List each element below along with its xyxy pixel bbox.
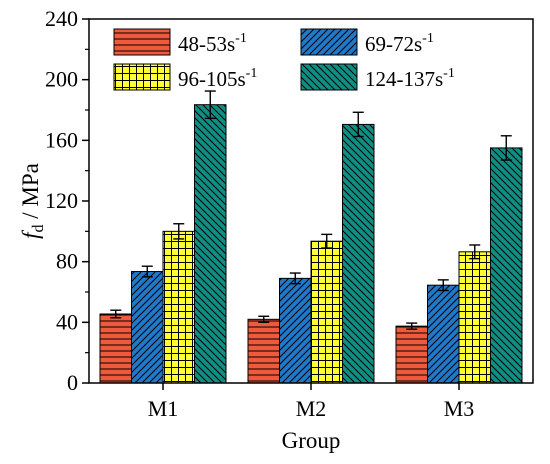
error-bar bbox=[406, 322, 418, 330]
error-bar bbox=[469, 244, 481, 260]
x-tick-label: M3 bbox=[444, 396, 475, 421]
legend-label: 69-72s-1 bbox=[365, 31, 434, 56]
bar bbox=[342, 123, 375, 384]
legend-item: 48-53s-1 bbox=[113, 28, 247, 56]
bar bbox=[194, 104, 227, 384]
error-bar bbox=[204, 90, 216, 120]
plot-area: 0 40 80 120 160 200 240 M1 M2 M3 bbox=[45, 6, 534, 421]
x-tick-label: M1 bbox=[148, 396, 179, 421]
legend-label: 124-137s-1 bbox=[365, 66, 455, 91]
bar bbox=[279, 277, 312, 384]
legend-swatch bbox=[300, 28, 358, 56]
legend-swatch bbox=[113, 63, 171, 91]
error-bar bbox=[437, 279, 449, 292]
y-tick-label: 160 bbox=[45, 127, 78, 152]
legend-swatch bbox=[300, 63, 358, 91]
bar bbox=[458, 251, 491, 384]
error-bar bbox=[110, 309, 122, 319]
y-axis-title: fd / MPa bbox=[18, 163, 47, 239]
error-bar bbox=[321, 233, 333, 249]
error-bar bbox=[500, 135, 512, 161]
x-axis: M1 M2 M3 bbox=[148, 383, 475, 421]
x-axis-title: Group bbox=[282, 428, 341, 453]
bar bbox=[247, 318, 280, 384]
x-tick-label: M2 bbox=[296, 396, 327, 421]
bar bbox=[395, 325, 428, 384]
legend-item: 69-72s-1 bbox=[300, 28, 434, 56]
error-bar bbox=[289, 272, 301, 285]
legend-label: 96-105s-1 bbox=[178, 66, 257, 91]
bar bbox=[99, 313, 132, 384]
y-axis-subscript: d bbox=[30, 224, 47, 232]
y-tick-label: 240 bbox=[45, 6, 78, 31]
legend-item: 124-137s-1 bbox=[300, 63, 455, 91]
legend: 48-53s-1 69-72s-1 96-105s-1 124-137s-1 bbox=[113, 28, 455, 91]
error-bar bbox=[141, 265, 153, 278]
legend-swatch bbox=[113, 28, 171, 56]
bar bbox=[162, 230, 195, 384]
error-bar bbox=[352, 111, 364, 138]
bar bbox=[310, 240, 343, 384]
bar bbox=[131, 271, 164, 384]
bar bbox=[490, 147, 523, 384]
error-bar bbox=[173, 223, 185, 240]
error-bar bbox=[258, 315, 270, 324]
y-tick-label: 200 bbox=[45, 67, 78, 92]
y-axis-symbol: f bbox=[18, 229, 43, 239]
legend-item: 96-105s-1 bbox=[113, 63, 257, 91]
y-tick-label: 0 bbox=[67, 370, 78, 395]
y-axis: 0 40 80 120 160 200 240 bbox=[45, 6, 89, 395]
y-tick-label: 120 bbox=[45, 188, 78, 213]
bar bbox=[427, 284, 460, 384]
bars-layer bbox=[99, 90, 523, 384]
y-tick-label: 80 bbox=[56, 249, 78, 274]
y-tick-label: 40 bbox=[56, 309, 78, 334]
legend-label: 48-53s-1 bbox=[178, 31, 247, 56]
y-axis-unit: / MPa bbox=[18, 163, 43, 224]
